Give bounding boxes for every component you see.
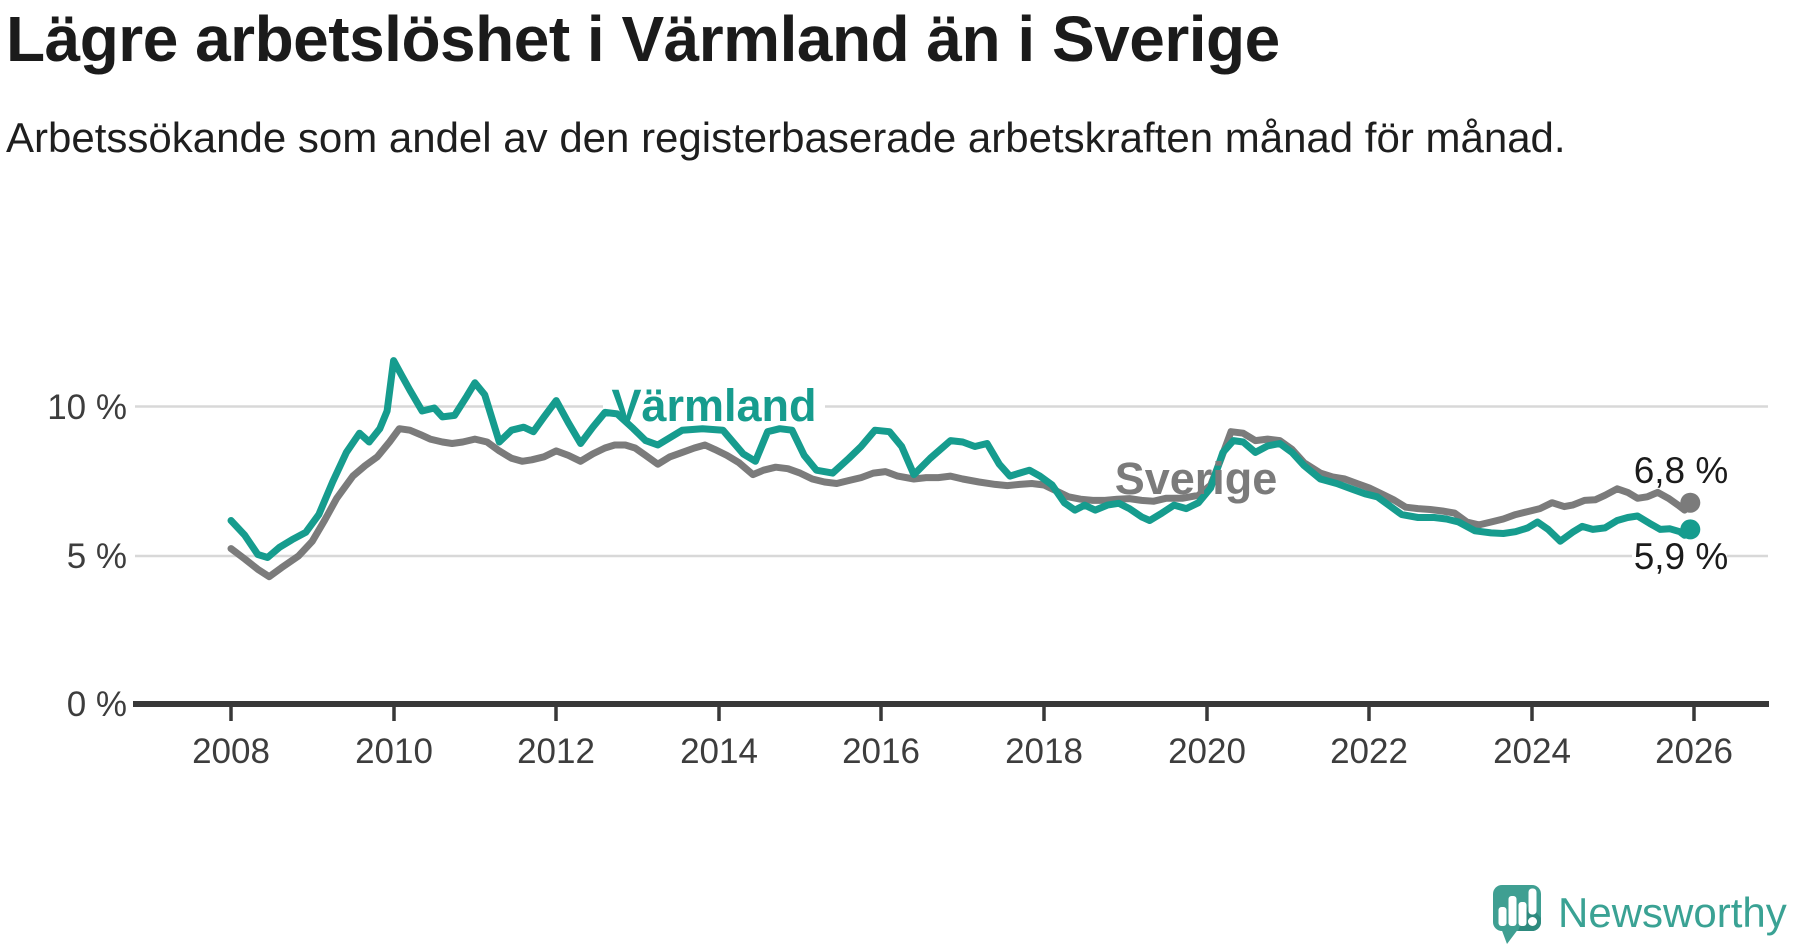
x-label-2026: 2026 bbox=[1655, 732, 1733, 771]
x-label-2020: 2020 bbox=[1168, 732, 1246, 771]
sverige-line bbox=[227, 425, 1694, 581]
sverige-series-label: Sverige bbox=[1115, 453, 1278, 504]
chart-bars-icon bbox=[1498, 888, 1537, 926]
x-label-2008: 2008 bbox=[192, 732, 270, 771]
y-label-10pct: 10 % bbox=[47, 388, 127, 427]
exclamation-icon bbox=[1528, 888, 1537, 915]
y-label-0pct: 0 % bbox=[67, 685, 127, 724]
x-label-2014: 2014 bbox=[680, 732, 758, 771]
x-label-2010: 2010 bbox=[355, 732, 433, 771]
varmland-line bbox=[227, 357, 1694, 561]
page-title: Lägre arbetslöshet i Värmland än i Sveri… bbox=[6, 3, 1280, 75]
y-label-5pct: 5 % bbox=[67, 537, 127, 576]
sverige-end-dot bbox=[1680, 492, 1701, 513]
varmland-end-dot bbox=[1680, 519, 1701, 540]
x-label-2018: 2018 bbox=[1005, 732, 1083, 771]
x-label-2012: 2012 bbox=[517, 732, 595, 771]
x-label-2024: 2024 bbox=[1493, 732, 1571, 771]
x-label-2016: 2016 bbox=[842, 732, 920, 771]
x-label-2022: 2022 bbox=[1330, 732, 1408, 771]
newsworthy-wordmark: Newsworthy bbox=[1558, 889, 1787, 936]
newsworthy-logo-icon bbox=[1493, 885, 1541, 944]
varmland-end-value-label: 5,9 % bbox=[1634, 536, 1729, 577]
newsworthy-logo[interactable]: Newsworthy bbox=[1492, 882, 1787, 946]
sverige-end-value-label: 6,8 % bbox=[1634, 450, 1729, 491]
varmland-series-label: Värmland bbox=[611, 380, 816, 431]
page-subtitle: Arbetssökande som andel av den registerb… bbox=[6, 114, 1566, 161]
